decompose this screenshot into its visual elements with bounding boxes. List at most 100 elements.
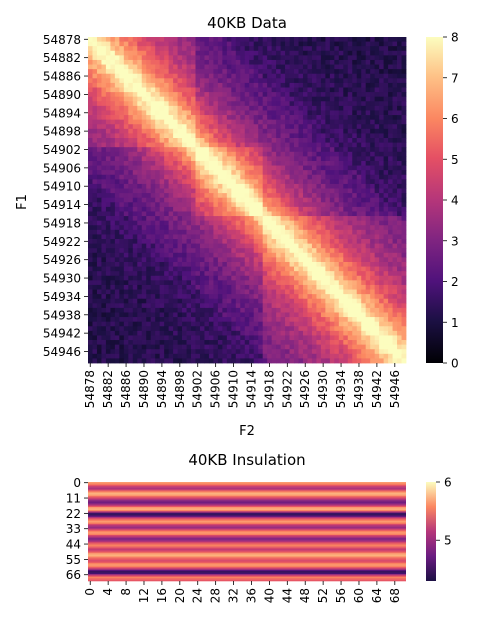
heatmap-cell	[258, 206, 264, 212]
heatmap-cell	[379, 211, 385, 217]
heatmap-cell	[285, 275, 290, 281]
heatmap-cell	[222, 73, 228, 79]
heatmap-cell	[244, 211, 250, 217]
heatmap-cell	[146, 183, 152, 189]
heatmap-cell	[128, 96, 134, 102]
heatmap-cell	[307, 289, 313, 295]
heatmap-cell	[271, 321, 277, 327]
heatmap-cell	[164, 280, 170, 286]
heatmap-cell	[285, 119, 290, 125]
heatmap-cell	[302, 252, 308, 258]
heatmap-cell	[226, 124, 232, 130]
heatmap-cell	[132, 197, 138, 203]
heatmap-cell	[92, 69, 98, 75]
heatmap-cell	[388, 92, 393, 98]
heatmap-cell	[244, 156, 250, 162]
heatmap-cell	[114, 317, 120, 323]
heatmap-cell	[101, 87, 107, 93]
heatmap-cell	[401, 294, 407, 300]
heatmap-cell	[226, 78, 232, 84]
heatmap-cell	[101, 261, 107, 267]
heatmap-cell	[92, 50, 98, 56]
heatmap-cell	[356, 188, 362, 194]
heatmap-cell	[285, 193, 290, 199]
heatmap-cell	[392, 124, 398, 130]
heatmap-cell	[249, 170, 255, 176]
heatmap-cell	[128, 216, 134, 222]
heatmap-cell	[298, 252, 304, 258]
heatmap-cell	[379, 128, 385, 134]
heatmap-cell	[244, 183, 250, 189]
heatmap-cell	[150, 174, 156, 180]
heatmap-cell	[343, 225, 349, 231]
heatmap-cell	[137, 229, 143, 235]
heatmap-cell	[311, 335, 317, 341]
heatmap-cell	[289, 87, 295, 93]
heatmap-cell	[164, 174, 170, 180]
heatmap-cell	[208, 307, 214, 313]
heatmap-cell	[191, 188, 196, 194]
heatmap-cell	[114, 271, 120, 277]
heatmap-cell	[302, 220, 308, 226]
heatmap-cell	[325, 73, 331, 79]
heatmap-cell	[298, 183, 304, 189]
heatmap-cell	[155, 147, 161, 153]
heatmap-cell	[294, 330, 299, 336]
heatmap-cell	[334, 340, 340, 346]
heatmap-cell	[159, 193, 165, 199]
heatmap-cell	[92, 174, 98, 180]
heatmap-cell	[114, 298, 120, 304]
heatmap-cell	[132, 133, 138, 139]
heatmap-cell	[338, 138, 344, 143]
heatmap-cell	[365, 220, 371, 226]
heatmap-cell	[119, 138, 125, 143]
heatmap-cell	[334, 303, 340, 309]
heatmap-cell	[195, 59, 201, 65]
heatmap-cell	[222, 55, 228, 61]
heatmap-cell	[374, 266, 380, 272]
heatmap-cell	[186, 59, 192, 65]
heatmap-cell	[397, 335, 402, 341]
heatmap-cell	[168, 151, 174, 157]
heatmap-cell	[155, 266, 161, 272]
heatmap-cell	[356, 110, 362, 116]
heatmap-cell	[383, 294, 389, 300]
heatmap-cell	[289, 156, 295, 162]
heatmap-cell	[316, 69, 322, 75]
heatmap-cell	[397, 128, 402, 134]
heatmap-cell	[307, 216, 313, 222]
heatmap-cell	[217, 147, 223, 153]
heatmap-cell	[370, 133, 376, 139]
heatmap-cell	[280, 128, 286, 134]
heatmap-cell	[356, 335, 362, 341]
heatmap-cell	[401, 50, 407, 56]
heatmap-cell	[294, 248, 299, 254]
heatmap-cell	[365, 119, 371, 125]
heatmap-cell	[141, 188, 147, 194]
heatmap-cell	[204, 128, 210, 134]
heatmap-cell	[258, 353, 264, 359]
heatmap-cell	[262, 128, 268, 134]
heatmap-cell	[226, 307, 232, 313]
heatmap-cell	[370, 206, 376, 212]
heatmap-cell	[155, 165, 161, 171]
heatmap-cell	[177, 46, 183, 52]
heatmap-cell	[271, 261, 277, 267]
heatmap-cell	[397, 188, 402, 194]
heatmap-cell	[392, 170, 398, 176]
heatmap-cell	[159, 335, 165, 341]
heatmap-cell	[159, 92, 165, 98]
heatmap-cell	[253, 298, 259, 304]
heatmap-cell	[352, 110, 358, 116]
heatmap-cell	[307, 340, 313, 346]
heatmap-cell	[96, 55, 102, 61]
heatmap-cell	[325, 206, 331, 212]
heatmap-cell	[388, 335, 393, 341]
heatmap-cell	[347, 147, 353, 153]
heatmap-cell	[271, 239, 277, 245]
heatmap-cell	[383, 55, 389, 61]
heatmap-cell	[186, 188, 192, 194]
heatmap-cell	[334, 78, 340, 84]
heatmap-cell	[379, 220, 385, 226]
heatmap-cell	[285, 206, 290, 212]
